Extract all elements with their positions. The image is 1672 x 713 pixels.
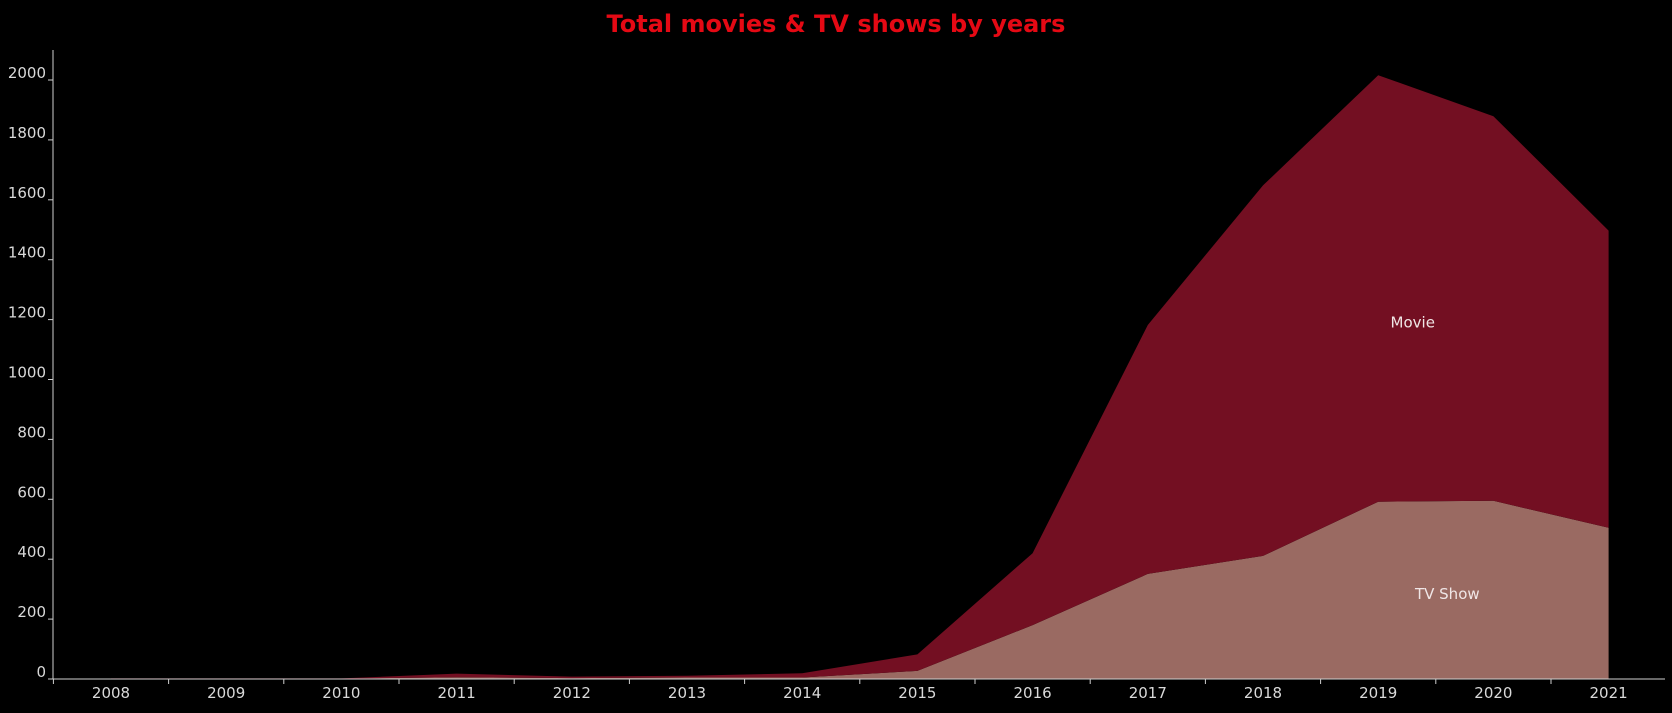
y-tick-label: 600 [17,483,46,501]
x-tick-label: 2010 [322,684,360,702]
y-tick-label: 800 [17,423,46,441]
x-tick-label: 2018 [1244,684,1282,702]
y-tick-label: 200 [17,603,46,621]
y-tick-label: 2000 [8,64,46,82]
y-tick-label: 0 [36,663,46,681]
x-tick-label: 2020 [1474,684,1512,702]
series-label-movie: Movie [1391,314,1435,332]
x-tick-label: 2015 [898,684,936,702]
x-tick-label: 2008 [92,684,130,702]
x-tick-label: 2012 [553,684,591,702]
chart-title: Total movies & TV shows by years [606,10,1066,38]
y-tick-label: 1600 [8,184,46,202]
y-tick-label: 1400 [8,244,46,262]
series-labels: TV Show Movie [1391,314,1480,603]
axes [52,50,1665,680]
x-tick-label: 2011 [438,684,476,702]
x-tick-label: 2013 [668,684,706,702]
y-tick-label: 1800 [8,124,46,142]
x-tick-label: 2014 [783,684,821,702]
y-tick-label: 1000 [8,364,46,382]
x-tick-label: 2019 [1359,684,1397,702]
area-movie [111,75,1609,679]
series-areas [111,75,1609,679]
y-tick-label: 1200 [8,304,46,322]
y-tick-label: 400 [17,543,46,561]
x-tick-label: 2021 [1590,684,1628,702]
area-tv-show [111,500,1609,679]
x-tick-label: 2009 [207,684,245,702]
tick-labels: 0 200 400 600 800 1000 1200 1400 1600 1800 2000 200… [8,64,1628,702]
x-tick-label: 2016 [1014,684,1052,702]
x-tick-label: 2017 [1129,684,1167,702]
series-label-tv-show: TV Show [1414,585,1480,603]
